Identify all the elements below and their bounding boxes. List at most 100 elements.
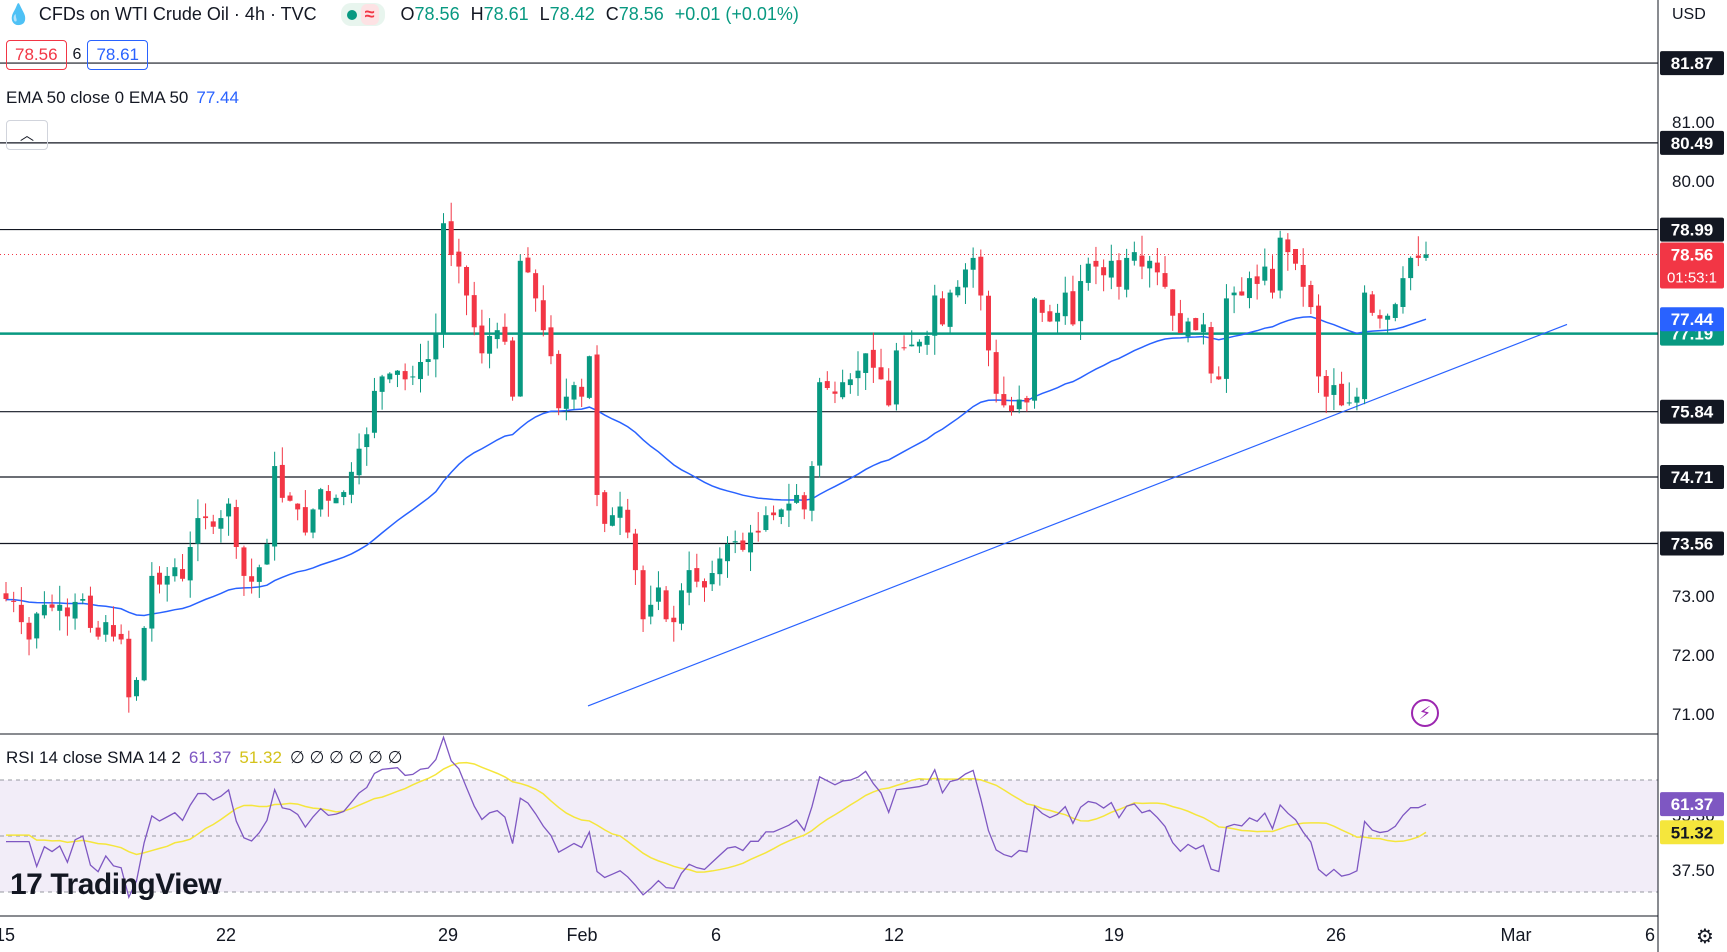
ohlc-readout: O78.56 H78.61 L78.42 C78.56 +0.01 (+0.01… xyxy=(400,4,799,24)
sell-price-button[interactable]: 78.56 xyxy=(6,40,67,70)
candle-body xyxy=(456,251,462,267)
candle-body xyxy=(1269,268,1275,293)
candle-body xyxy=(126,638,132,698)
ema-legend[interactable]: EMA 50 close 0 EMA 50 77.44 xyxy=(6,88,239,108)
lightning-icon[interactable]: ⚡ xyxy=(1411,699,1439,727)
candle-body xyxy=(1055,312,1061,322)
rsi-tag: 61.37 xyxy=(1671,795,1714,814)
candle-body xyxy=(333,497,339,504)
candle-body xyxy=(34,613,40,639)
time-tick-label: 19 xyxy=(1104,925,1124,945)
candle-body xyxy=(1231,292,1237,296)
price-tick-label: 72.00 xyxy=(1672,646,1715,665)
candle-body xyxy=(548,327,554,357)
currency-label[interactable]: USD xyxy=(1672,6,1706,23)
candle-body xyxy=(295,503,301,510)
rsi-legend[interactable]: RSI 14 close SMA 14 2 61.37 51.32 ∅ ∅ ∅ … xyxy=(6,748,402,768)
candle-body xyxy=(249,576,255,582)
time-tick-label: Mar xyxy=(1501,925,1532,945)
candle-body xyxy=(49,604,55,608)
ema-tag: 77.44 xyxy=(1671,310,1714,329)
candle-body xyxy=(180,569,186,579)
candle-body xyxy=(863,353,869,373)
ema-value: 77.44 xyxy=(196,88,239,107)
rsi-line xyxy=(6,735,1427,900)
candle-body xyxy=(586,356,592,398)
buy-price-button[interactable]: 78.61 xyxy=(87,40,148,70)
chart-legend: 💧 CFDs on WTI Crude Oil · 4h · TVC ≈ O78… xyxy=(6,2,799,27)
candle-body xyxy=(1116,260,1122,287)
candle-body xyxy=(325,491,331,501)
market-status-pill[interactable]: ≈ xyxy=(340,3,385,26)
countdown-tag: 01:53:1 xyxy=(1667,269,1717,286)
collapse-legend-button[interactable]: ︿ xyxy=(6,120,48,150)
time-tick-label: 29 xyxy=(438,925,458,945)
last-price-tag-bg xyxy=(1660,242,1724,289)
candle-body xyxy=(832,391,838,394)
candle-body xyxy=(579,386,585,397)
candle-body xyxy=(364,434,370,448)
logo-mark: 17 xyxy=(10,868,43,901)
time-tick-label: Feb xyxy=(566,925,597,945)
candle-body xyxy=(448,221,454,256)
settings-gear-icon[interactable]: ⚙ xyxy=(1696,926,1714,948)
candle-body xyxy=(218,518,224,529)
candle-body xyxy=(870,349,876,368)
bid-ask-boxes: 78.56 6 78.61 xyxy=(6,40,148,70)
candle-body xyxy=(1216,376,1222,380)
time-tick-label: 26 xyxy=(1326,925,1346,945)
candle-body xyxy=(272,466,278,547)
price-level-tag-bg xyxy=(1660,399,1724,424)
candle-body xyxy=(801,495,807,510)
candle-body xyxy=(310,509,316,533)
candle-body xyxy=(748,532,754,553)
candle-body xyxy=(594,354,600,495)
candle-body xyxy=(164,575,170,585)
candle-body xyxy=(1016,399,1022,410)
candle-body xyxy=(1369,294,1375,313)
candle-body xyxy=(1246,278,1252,299)
candle-body xyxy=(962,269,968,288)
candle-body xyxy=(602,492,608,524)
candle-body xyxy=(763,515,769,531)
time-tick-label: 6 xyxy=(711,925,721,945)
candle-body xyxy=(41,604,47,616)
candle-body xyxy=(655,587,661,602)
candle-body xyxy=(978,256,984,296)
price-level-tag: 81.87 xyxy=(1671,54,1714,73)
candle-body xyxy=(348,471,354,495)
last-price-tag: 78.56 xyxy=(1671,245,1714,264)
candle-body xyxy=(1001,394,1007,406)
rsi-tick-label: 37.50 xyxy=(1672,861,1715,880)
ema-label: EMA 50 close 0 EMA 50 xyxy=(6,88,189,107)
candle-body xyxy=(886,380,892,406)
candle-body xyxy=(778,509,784,517)
candle-body xyxy=(1392,304,1398,318)
candle-body xyxy=(356,448,362,476)
candle-body xyxy=(1154,262,1160,273)
candle-body xyxy=(932,295,938,336)
candle-body xyxy=(1354,396,1360,403)
candle-body xyxy=(256,567,262,582)
symbol-title[interactable]: CFDs on WTI Crude Oil · 4h · TVC xyxy=(38,4,317,24)
candle-body xyxy=(187,546,193,581)
candle-body xyxy=(87,595,93,628)
candle-body xyxy=(1124,257,1130,290)
candle-body xyxy=(617,506,623,518)
candle-body xyxy=(755,530,761,533)
candle-body xyxy=(1062,292,1068,317)
candle-body xyxy=(1101,267,1107,276)
market-open-dot xyxy=(346,9,357,20)
candle-body xyxy=(341,492,347,497)
candle-body xyxy=(1277,237,1283,291)
candle-body xyxy=(732,541,738,543)
candle-body xyxy=(195,518,201,544)
candle-body xyxy=(318,489,324,510)
candle-body xyxy=(494,330,500,340)
candle-body xyxy=(441,223,447,334)
candle-body xyxy=(210,521,216,527)
candle-body xyxy=(433,333,439,360)
candle-body xyxy=(1346,402,1352,404)
time-tick-label: 22 xyxy=(216,925,236,945)
